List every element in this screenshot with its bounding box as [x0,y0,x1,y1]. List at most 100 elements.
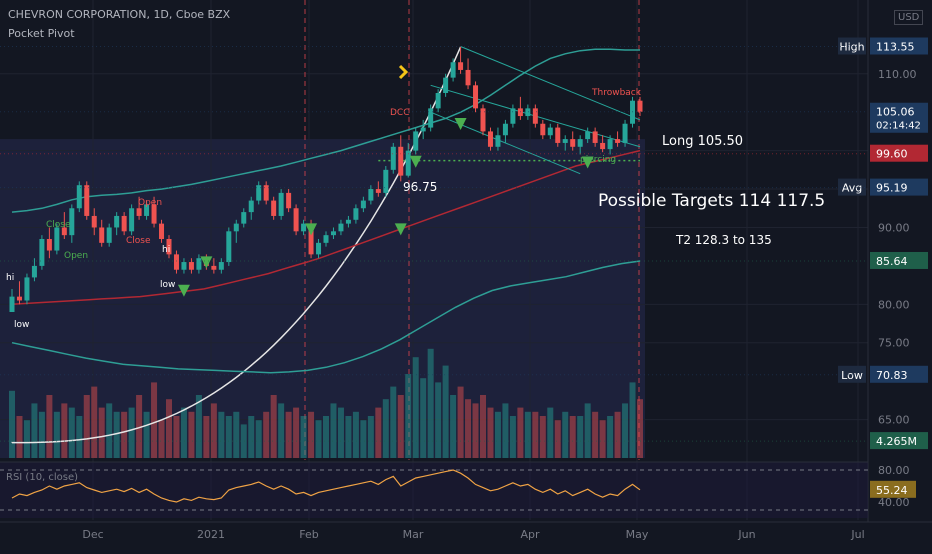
badge-countdown: 02:14:42 [876,121,921,132]
rsi-badge-bg [870,480,916,498]
volume-bar [91,386,98,458]
candle-body [465,69,471,86]
volume-bar [270,395,277,458]
volume-bar [637,399,643,458]
upper-band-line [11,48,640,213]
volume-bar [83,395,90,458]
price-badge: 99.60 [0,144,928,162]
dcc-label: DCC [390,108,410,118]
badge-value: 105.06 [876,106,915,119]
indicator-name[interactable]: Pocket Pivot [8,27,75,40]
hi-label-2: hi [162,245,170,255]
candle-body [256,185,262,201]
candle-body [443,77,449,93]
volume-bar [210,403,217,458]
candle-body [114,215,120,228]
volume-bar [352,411,359,458]
pocket-pivot-marker [394,223,407,236]
volume-bar [61,403,68,458]
volume-bar [308,411,315,458]
volume-bar [629,382,636,458]
candle-body [248,200,254,213]
volume-bar [517,407,524,458]
close-label-2: Close [126,236,151,246]
candle-body [181,262,187,270]
volume-bar [554,420,561,458]
volume-bar [584,403,591,458]
candle-body [390,146,396,170]
candle-body [585,131,591,140]
candle-body [106,227,112,243]
candle-body [473,85,479,109]
candle-body [271,200,277,216]
rsi-line [11,469,641,503]
volume-bar [397,395,404,458]
badge-bg [870,102,928,133]
pocket-pivot-marker [177,284,190,297]
candle-body [570,139,576,147]
volume-bar [577,416,584,458]
candle-body [547,127,553,136]
volume-bar [382,399,389,458]
volume-bar [315,420,322,458]
x-tick-label: Dec [82,528,103,541]
volume-bar [569,416,576,458]
x-tick-label: Mar [403,528,424,541]
pocket-pivot-marker [305,223,318,236]
badge-value: 85.64 [876,255,908,268]
candle-body [286,192,292,209]
volume-bar [412,357,419,458]
volume-bar [98,407,105,458]
volume-bar [263,411,270,458]
price-badge: High 113.55 [0,37,928,55]
volume-bar [9,390,15,458]
badge-bg [870,144,928,162]
candle-body [308,223,314,255]
volume-bar [330,403,337,458]
candle-body [226,231,232,263]
candle-body [525,108,531,117]
volume-bar [390,386,397,458]
candle-body [555,127,561,143]
candle-body [121,215,127,232]
candle-body [510,108,516,124]
volume-bar [465,399,472,458]
volume-bar [188,411,195,458]
candle-body [532,108,538,124]
candle-body [398,146,404,176]
rsi-tick: 80.00 [878,464,910,477]
candle-body [637,100,643,112]
x-tick-label: Apr [520,528,540,541]
arrow-marker [398,64,409,80]
candle-body [435,93,441,109]
candle-body [129,208,135,232]
price-axis [868,0,932,550]
candle-body [211,265,217,270]
volume-bar [472,403,479,458]
volume-bar [53,411,60,458]
volume-bar [487,407,494,458]
candle-body [368,189,374,201]
candle-body [338,223,344,232]
low-label-2: low [160,280,175,290]
volume-bar [367,416,374,458]
volume-bar [31,403,38,458]
badge-value: 70.83 [876,369,908,382]
volume-bar [248,416,255,458]
volume-bar [158,420,165,458]
open-label: Open [64,251,88,261]
lower-band-line [11,260,641,374]
long-label: Long 105.50 [662,134,743,149]
volume-bar [136,395,143,458]
candle-body [502,123,508,136]
volume-bar [345,416,352,458]
volume-bar [106,403,113,458]
y-tick-label: 75.00 [878,337,910,350]
pocket-pivot-marker [454,118,467,131]
symbol-title[interactable]: CHEVRON CORPORATION, 1D, Cboe BZX [8,8,231,21]
volume-bar [375,407,382,458]
candle-body [622,123,628,143]
currency-label[interactable]: USD [894,10,924,25]
